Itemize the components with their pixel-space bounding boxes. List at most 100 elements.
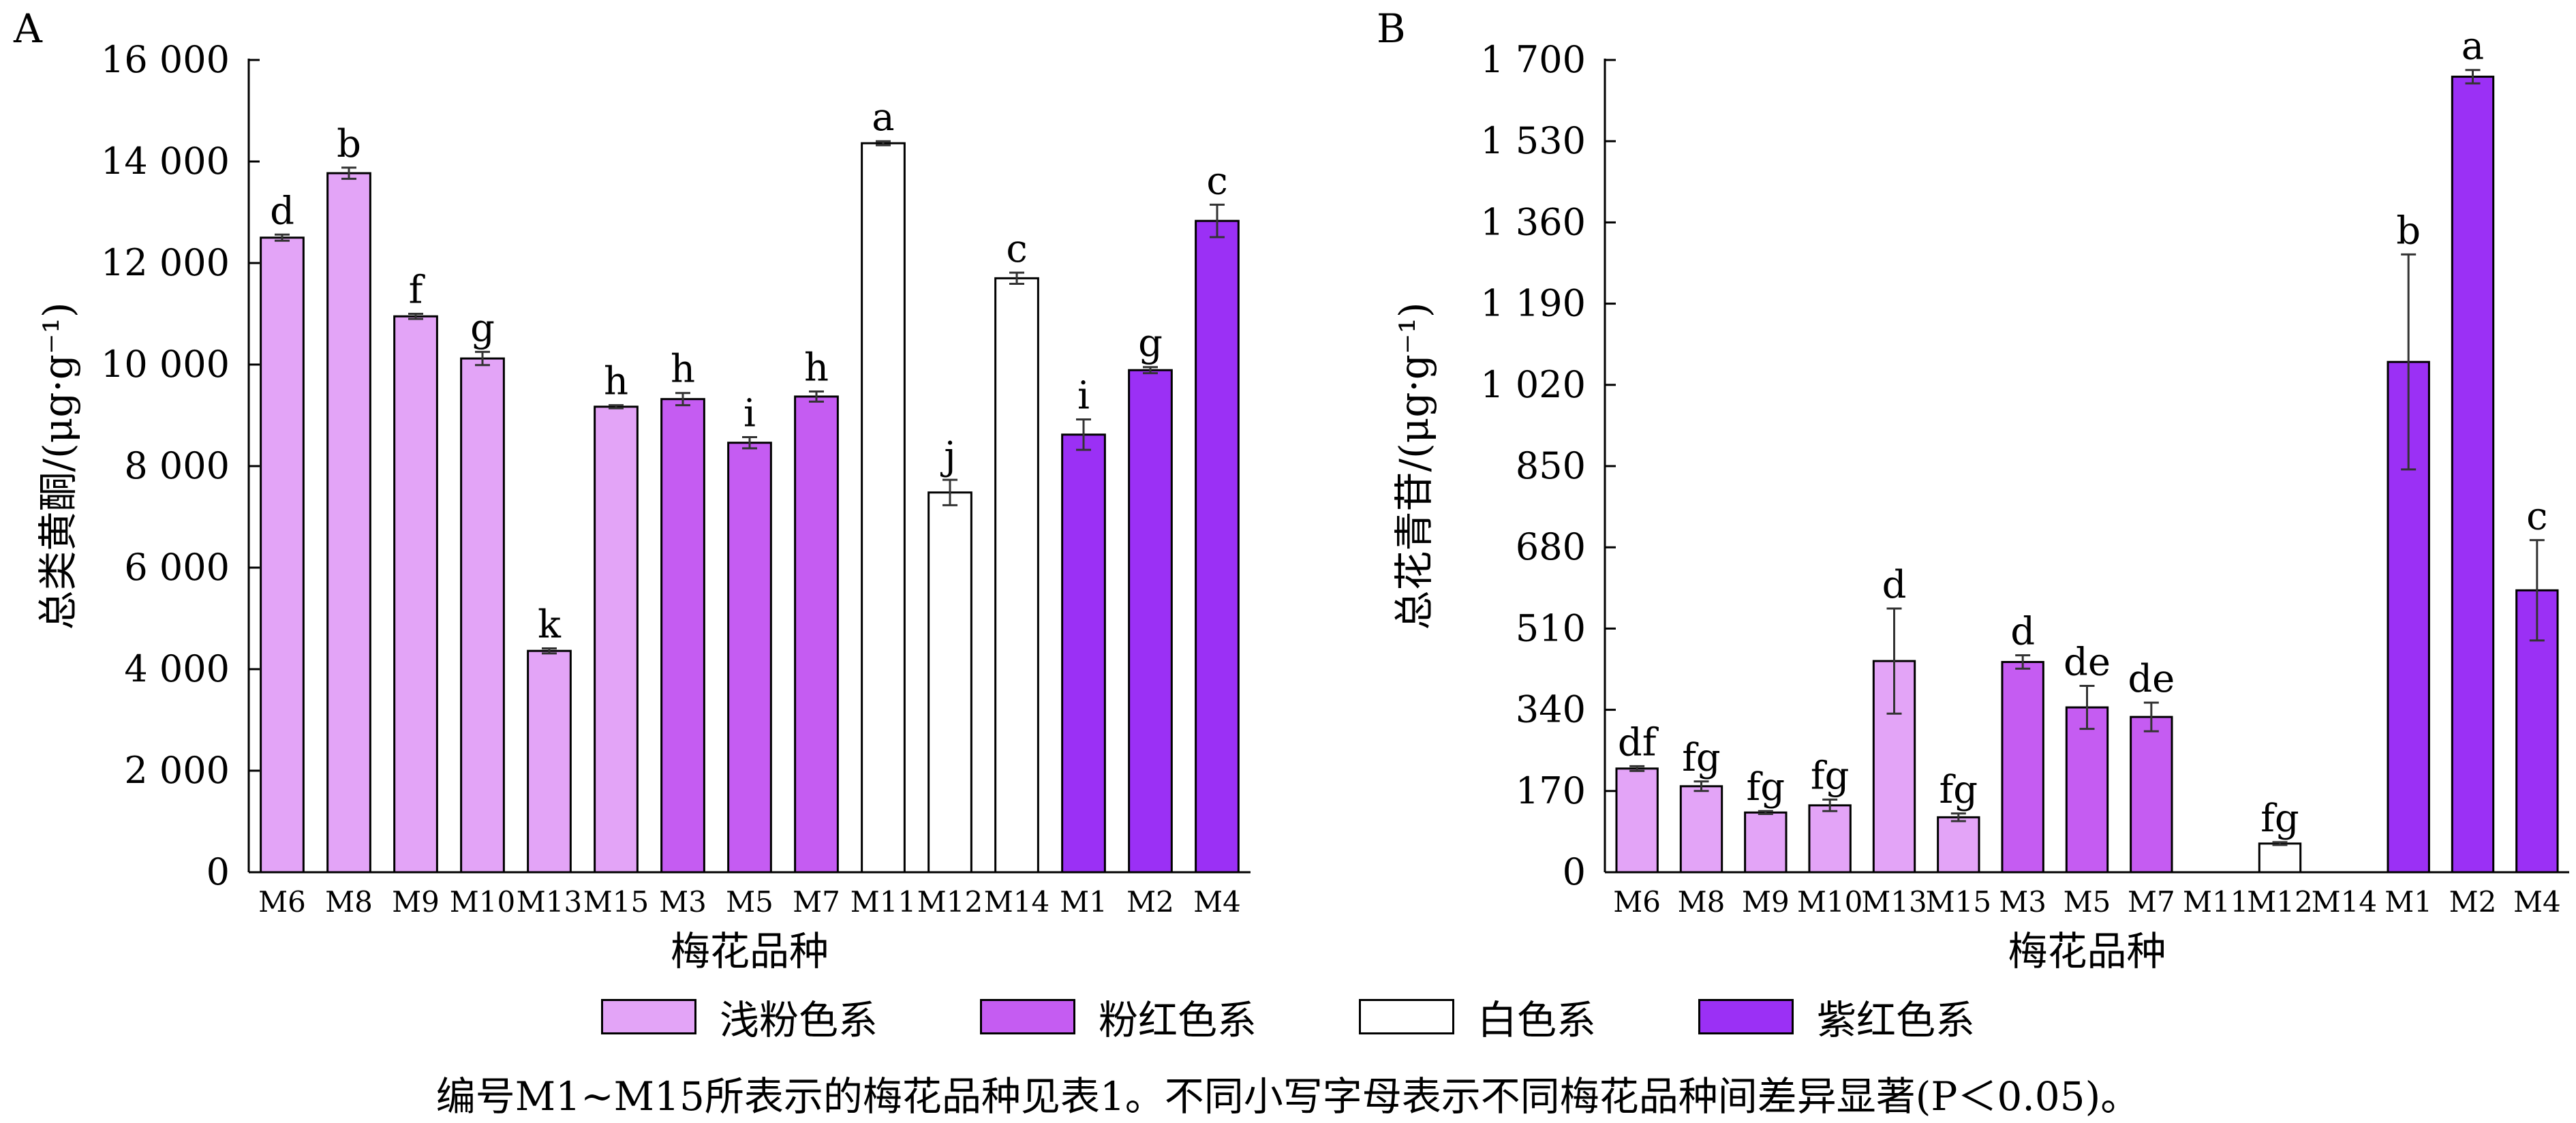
panel-a-x-tick-label-M5: M5 — [726, 885, 773, 919]
panel-b-x-tick-label-M9: M9 — [1742, 885, 1790, 919]
legend-swatch-pink-red — [979, 999, 1075, 1034]
panel-a-bar-M12 — [927, 491, 972, 874]
panel-b-bar-M5 — [2065, 706, 2109, 874]
panel-b-y-tick-label-1530: 1 530 — [1480, 119, 1586, 162]
panel-a-bar-M4 — [1195, 219, 1240, 874]
panel-a-bar-M1 — [1061, 433, 1106, 874]
panel-a-x-tick-label-M9: M9 — [392, 885, 440, 919]
panel-b-y-tick-label-1020: 1 020 — [1480, 363, 1586, 406]
panel-a-x-tick-label-M11: M11 — [850, 885, 916, 919]
panel-a-x-tick-label-M13: M13 — [517, 885, 582, 919]
panel-a-label: A — [13, 5, 43, 52]
panel-a-sig-letter-M2: g — [1138, 322, 1163, 366]
panel-a-x-tick-label-M15: M15 — [583, 885, 649, 919]
panel-b-x-tick-label-M2: M2 — [2449, 885, 2497, 919]
panel-b-sig-letter-M2: a — [2462, 25, 2484, 69]
panel-b-x-axis-title: 梅花品种 — [2008, 928, 2166, 974]
panel-b-bar-M12 — [2258, 842, 2302, 874]
legend-label-white: 白色系 — [1477, 997, 1597, 1043]
panel-b-x-tick-label-M11: M11 — [2183, 885, 2248, 919]
panel-b-y-tick-label-340: 340 — [1516, 688, 1586, 731]
figure-note: 编号M1~M15所表示的梅花品种见表1。不同小写字母表示不同梅花品种间差异显著(… — [435, 1073, 2141, 1120]
panel-b-sig-letter-M12: fg — [2260, 797, 2299, 841]
panel-b-y-tick-label-680: 680 — [1516, 525, 1586, 568]
panel-a-bar-M13 — [527, 649, 572, 874]
legend-label-purple-red: 紫红色系 — [1817, 997, 1976, 1043]
panel-b-bar-M3 — [2001, 660, 2044, 874]
panel-a-y-tick-label-2000: 2 000 — [124, 749, 230, 792]
legend-label-pink-red: 粉红色系 — [1098, 997, 1257, 1043]
panel-a-bar-M9 — [393, 315, 438, 874]
panel-a-sig-letter-M4: c — [1206, 159, 1227, 203]
panel-a-sig-letter-M14: c — [1006, 227, 1027, 271]
panel-a-y-tick-label-6000: 6 000 — [124, 546, 230, 589]
panel-a-sig-letter-M6: d — [270, 189, 294, 233]
panel-b-y-tick-label-510: 510 — [1516, 606, 1586, 649]
panel-a-bar-M14 — [994, 277, 1039, 874]
panel-a-x-tick-label-M2: M2 — [1126, 885, 1174, 919]
legend-item-pink-red: 粉红色系 — [979, 988, 1257, 1045]
panel-a-bar-M11 — [861, 142, 906, 874]
panel-a-y-tick-label-12000: 12 000 — [101, 241, 230, 284]
panel-a-sig-letter-M8: b — [337, 122, 361, 166]
panel-a-bar-M5 — [727, 442, 772, 874]
legend-swatch-purple-red — [1698, 999, 1794, 1034]
panel-a-x-tick-label-M12: M12 — [917, 885, 983, 919]
legend-item-light-pink: 浅粉色系 — [600, 988, 878, 1045]
panel-b-bar-M15 — [1937, 816, 1980, 874]
panel-a-sig-letter-M1: i — [1077, 373, 1090, 418]
panel-b-y-tick-label-170: 170 — [1516, 769, 1586, 812]
panel-b-sig-letter-M10: fg — [1811, 754, 1850, 798]
panel-a-x-tick-label-M6: M6 — [258, 885, 306, 919]
panel-a-sig-letter-M7: h — [804, 345, 829, 390]
panel-a-bar-M8 — [326, 172, 371, 874]
panel-b-bar-M2 — [2451, 76, 2495, 874]
panel-b-label: B — [1377, 5, 1406, 52]
panel-b-y-tick-label-850: 850 — [1516, 444, 1586, 487]
panel-a-sig-letter-M3: h — [671, 348, 695, 392]
panel-b-sig-letter-M7: de — [2128, 657, 2175, 701]
panel-b-x-tick-label-M13: M13 — [1861, 885, 1927, 919]
panel-a-sig-letter-M10: g — [470, 306, 495, 350]
panel-b-x-tick-label-M14: M14 — [2312, 885, 2377, 919]
panel-a-y-tick-label-8000: 8 000 — [124, 444, 230, 487]
panel-b-bar-M10 — [1808, 804, 1852, 874]
panel-b-bar-M7 — [2130, 716, 2173, 874]
panel-b-sig-letter-M6: df — [1618, 720, 1659, 765]
panel-b-sig-letter-M9: fg — [1747, 765, 1785, 810]
panel-b-x-tick-label-M4: M4 — [2513, 885, 2561, 919]
panel-b-x-tick-label-M12: M12 — [2247, 885, 2312, 919]
legend: 浅粉色系 粉红色系 白色系 紫红色系 — [0, 989, 2576, 1044]
panel-b-x-tick-label-M3: M3 — [1999, 885, 2046, 919]
panel-b-sig-letter-M3: d — [2010, 610, 2035, 654]
panel-b-sig-letter-M15: fg — [1939, 768, 1978, 812]
panel-a-x-tick-label-M8: M8 — [325, 885, 373, 919]
panel-a-x-tick-label-M1: M1 — [1060, 885, 1107, 919]
panel-b-y-tick-label-0: 0 — [1563, 850, 1586, 893]
panel-b-x-tick-label-M7: M7 — [2128, 885, 2175, 919]
panel-b-y-tick-label-1360: 1 360 — [1480, 200, 1586, 243]
panel-b-x-tick-label-M10: M10 — [1797, 885, 1862, 919]
panel-a-x-tick-label-M14: M14 — [984, 885, 1049, 919]
panel-b-x-tick-label-M8: M8 — [1678, 885, 1726, 919]
panel-a-bar-M6 — [260, 236, 305, 874]
panel-a-sig-letter-M13: k — [538, 602, 562, 647]
panel-a-bar-M2 — [1128, 369, 1173, 874]
panel-a-bar-M15 — [594, 405, 639, 874]
panel-b-x-tick-label-M1: M1 — [2385, 885, 2432, 919]
panel-b-bar-M6 — [1615, 767, 1659, 874]
legend-item-white: 白色系 — [1359, 988, 1596, 1045]
panel-b-bar-M8 — [1679, 785, 1723, 874]
panel-b-sig-letter-M1: b — [2396, 209, 2421, 253]
panel-a-sig-letter-M12: j — [940, 434, 955, 478]
legend-item-purple-red: 紫红色系 — [1698, 988, 1975, 1045]
panel-a-sig-letter-M9: f — [409, 268, 426, 313]
panel-b-bar-M9 — [1744, 811, 1788, 874]
legend-swatch-white — [1359, 999, 1454, 1034]
panel-b-sig-letter-M13: d — [1882, 563, 1907, 607]
panel-a-y-tick-label-10000: 10 000 — [101, 343, 230, 386]
panel-a-y-tick-label-0: 0 — [206, 850, 230, 893]
panel-a-x-tick-label-M10: M10 — [450, 885, 515, 919]
panel-a-x-tick-label-M7: M7 — [793, 885, 840, 919]
